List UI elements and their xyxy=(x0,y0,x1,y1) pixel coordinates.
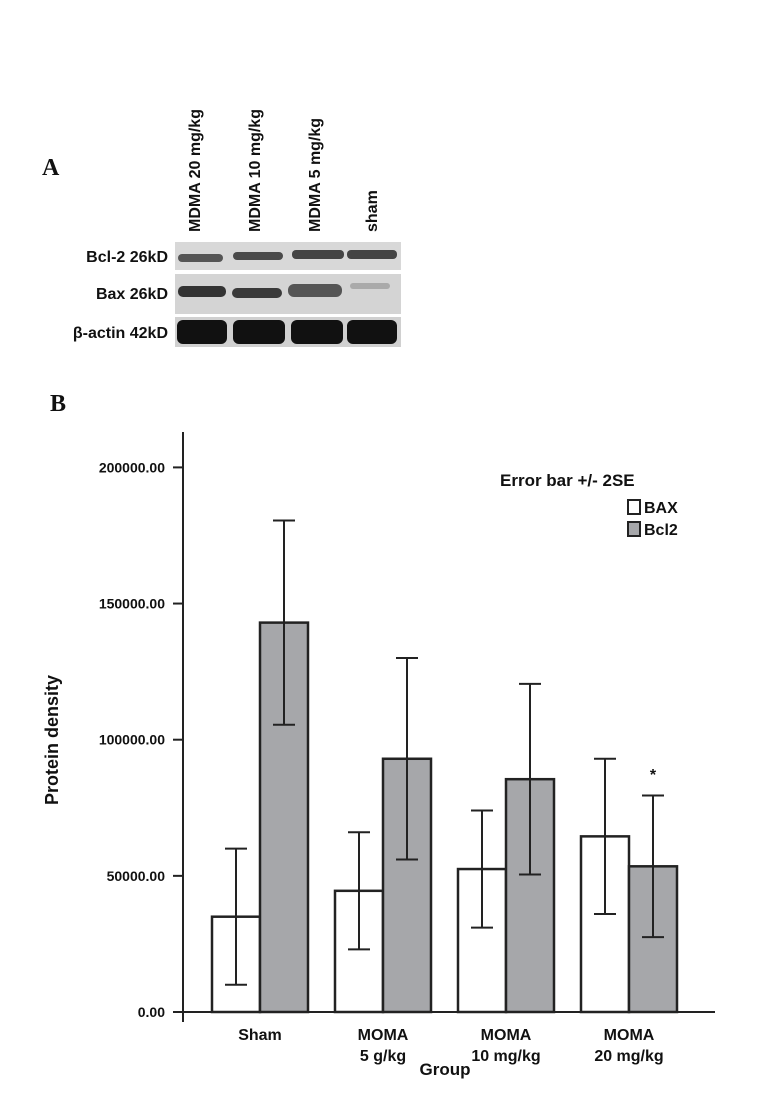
legend-swatch xyxy=(627,521,641,537)
y-tick-label: 100000.00 xyxy=(99,732,165,748)
y-tick-label: 150000.00 xyxy=(99,596,165,612)
lane-label: MDMA 20 mg/kg xyxy=(187,109,204,232)
panel-label: B xyxy=(50,391,66,417)
error-bar xyxy=(396,657,418,861)
y-tick-label: 50000.00 xyxy=(107,868,166,884)
legend-label: Bcl2 xyxy=(644,522,678,539)
lane-label: MDMA 10 mg/kg xyxy=(247,109,264,232)
error-bar xyxy=(273,519,295,726)
bar xyxy=(333,889,385,1014)
legend-swatch xyxy=(627,499,641,515)
y-tick-label: 200000.00 xyxy=(99,459,165,475)
error-bar xyxy=(348,831,370,951)
x-tick-label: Sham xyxy=(238,1027,282,1044)
row-label: β-actin 42kD xyxy=(73,325,168,342)
error-bar xyxy=(225,847,247,986)
lane-label: sham xyxy=(364,190,381,232)
blot xyxy=(175,242,401,347)
y-tick-label: 0.00 xyxy=(138,1004,165,1020)
x-tick-label: MOMA 10 mg/kg xyxy=(471,1027,540,1065)
lane-label: MDMA 5 mg/kg xyxy=(307,118,324,232)
x-tick-label: MOMA 20 mg/kg xyxy=(594,1027,663,1065)
panel-label: A xyxy=(42,155,60,181)
x-tick-label: MOMA 5 g/kg xyxy=(358,1027,409,1065)
error-bar xyxy=(471,809,493,929)
legend-title: Error bar +/- 2SE xyxy=(500,471,635,490)
row-label: Bax 26kD xyxy=(96,286,168,303)
annotation: * xyxy=(650,767,657,784)
x-axis-label: Group xyxy=(420,1060,471,1079)
error-bar xyxy=(642,794,664,939)
error-bar xyxy=(594,757,616,915)
y-axis-label: Protein density xyxy=(42,675,62,805)
row-label: Bcl-2 26kD xyxy=(86,249,168,266)
legend-label: BAX xyxy=(644,500,678,517)
error-bar xyxy=(519,682,541,876)
